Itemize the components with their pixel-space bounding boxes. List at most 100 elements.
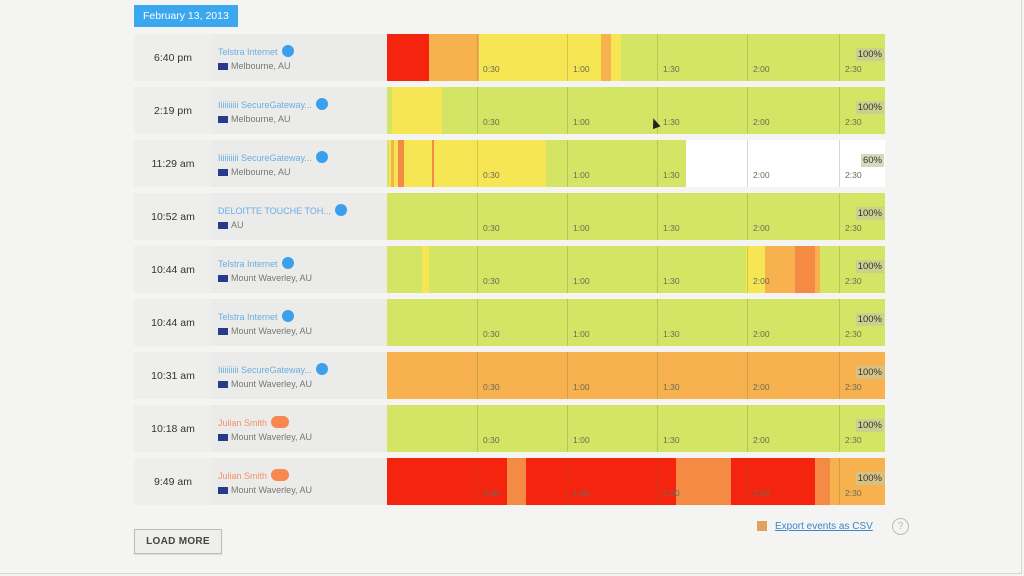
event-name[interactable]: Telstra Internet [218,254,294,272]
timeline-segment [795,246,816,293]
event-name[interactable]: Julian Smith [218,466,290,484]
event-name[interactable]: Iiiiiiiiii SecureGateway... [218,360,328,378]
event-name[interactable]: DELOITTE TOUCHE TOH... [218,201,347,219]
timeline-segment [611,34,622,81]
event-location: Melbourne, AU [218,61,291,71]
timeline-tick-label: 2:30 [845,64,862,74]
info-badge-icon[interactable] [271,468,290,481]
timeline-gridline [477,246,478,293]
timeline-tick-label: 2:30 [845,488,862,498]
timeline-tick-label: 1:30 [663,382,680,392]
event-name[interactable]: Julian Smith [218,413,290,431]
event-row[interactable]: 10:44 am Telstra Internet Mount Waverley, … [134,246,885,293]
info-badge-icon[interactable] [271,415,290,428]
timeline-tick-label: 2:00 [753,170,770,180]
timeline-segment [506,458,527,505]
info-badge-icon[interactable] [281,44,294,57]
timeline-bar[interactable]: 0:30 1:00 1:30 2:00 2:30 60% [387,140,885,187]
timeline-bar[interactable]: 0:30 1:00 1:30 2:00 2:30 100% [387,352,885,399]
info-badge-icon[interactable] [281,309,294,322]
event-location: AU [218,220,244,230]
timeline-gridline [657,140,658,187]
event-location-label: Mount Waverley, AU [231,432,313,442]
event-name-label[interactable]: Iiiiiiiiii SecureGateway... [218,100,312,110]
timeline-bar[interactable]: 0:30 1:00 1:30 2:00 2:30 100% [387,34,885,81]
timeline-segment [479,34,602,81]
event-name-label[interactable]: DELOITTE TOUCHE TOH... [218,206,331,216]
timeline-bar[interactable]: 0:30 1:00 1:30 2:00 2:30 100% [387,246,885,293]
info-badge-icon[interactable] [281,256,294,269]
event-location-label: Mount Waverley, AU [231,379,313,389]
event-name-label[interactable]: Iiiiiiiiii SecureGateway... [218,153,312,163]
timeline-gridline [477,458,478,505]
export-icon [757,521,767,532]
timeline-bar[interactable]: 0:30 1:00 1:30 2:00 2:30 100% [387,299,885,346]
event-row[interactable]: 10:44 am Telstra Internet Mount Waverley, … [134,299,885,346]
help-icon[interactable]: ? [892,518,909,535]
info-badge-icon[interactable] [315,97,328,110]
timeline-tick-label: 0:30 [483,435,500,445]
flag-icon [218,222,228,230]
timeline-tick-label: 2:30 [845,329,862,339]
event-location-label: Melbourne, AU [231,167,291,177]
timeline-gridline [477,193,478,240]
timeline-bar[interactable]: 0:30 1:00 1:30 2:00 2:30 100% [387,458,885,505]
timeline-segment [745,246,766,293]
timeline-gridline [657,352,658,399]
timeline-bar[interactable]: 0:30 1:00 1:30 2:00 2:30 100% [387,405,885,452]
event-name-label[interactable]: Julian Smith [218,418,268,428]
timeline-segment [389,140,547,187]
completion-percent: 100% [855,419,884,432]
timeline-tick-label: 1:00 [573,223,590,233]
timeline-tick-label: 2:00 [753,435,770,445]
event-name-label[interactable]: Telstra Internet [218,312,278,322]
timeline-tick-label: 2:00 [753,382,770,392]
timeline-tick-label: 2:00 [753,223,770,233]
flag-icon [218,328,228,336]
event-name-label[interactable]: Telstra Internet [218,47,278,57]
event-row[interactable]: 11:29 am Iiiiiiiiii SecureGateway... Melbo… [134,140,885,187]
timeline-gridline [747,34,748,81]
info-badge-icon[interactable] [315,150,328,163]
info-badge-icon[interactable] [334,203,347,216]
event-name-label[interactable]: Iiiiiiiiii SecureGateway... [218,365,312,375]
event-name[interactable]: Telstra Internet [218,42,294,60]
timeline-gridline [567,87,568,134]
timeline-gridline [477,352,478,399]
event-location: Melbourne, AU [218,114,291,124]
event-name-label[interactable]: Julian Smith [218,471,268,481]
event-name[interactable]: Iiiiiiiiii SecureGateway... [218,95,328,113]
export-csv-link[interactable]: Export events as CSV [757,521,873,532]
event-row[interactable]: 10:31 am Iiiiiiiiii SecureGateway... Mount… [134,352,885,399]
event-location: Melbourne, AU [218,167,291,177]
event-time: 10:18 am [134,405,212,452]
event-row[interactable]: 10:18 am Julian Smith Mount Waverley, AU 0:… [134,405,885,452]
event-name-label[interactable]: Telstra Internet [218,259,278,269]
timeline-gridline [657,299,658,346]
timeline-gridline [567,246,568,293]
timeline-gridline [477,34,478,81]
timeline-tick-label: 0:30 [483,382,500,392]
event-time: 10:52 am [134,193,212,240]
event-name[interactable]: Telstra Internet [218,307,294,325]
timeline-tick-label: 1:30 [663,329,680,339]
timeline-tick-label: 1:00 [573,435,590,445]
timeline-segment [387,34,430,81]
timeline-bar[interactable]: 0:30 1:00 1:30 2:00 2:30 100% [387,193,885,240]
event-row[interactable]: 9:49 am Julian Smith Mount Waverley, AU 0:3… [134,458,885,505]
timeline-gridline [567,405,568,452]
info-badge-icon[interactable] [315,362,328,375]
event-row[interactable]: 10:52 am DELOITTE TOUCHE TOH... AU 0:30 1:00… [134,193,885,240]
timeline-tick-label: 2:00 [753,329,770,339]
event-row[interactable]: 6:40 pm Telstra Internet Melbourne, AU 0:30… [134,34,885,81]
event-info: Telstra Internet Melbourne, AU [212,34,387,81]
load-more-button[interactable]: LOAD MORE [134,529,222,554]
timeline-gridline [839,458,840,505]
event-location-label: Melbourne, AU [231,114,291,124]
event-time: 2:19 pm [134,87,212,134]
event-row[interactable]: 2:19 pm Iiiiiiiiii SecureGateway... Melbou… [134,87,885,134]
timeline-bar[interactable]: 0:30 1:00 1:30 2:00 2:30 100% [387,87,885,134]
timeline-gridline [747,193,748,240]
event-location-label: Mount Waverley, AU [231,326,313,336]
event-name[interactable]: Iiiiiiiiii SecureGateway... [218,148,328,166]
